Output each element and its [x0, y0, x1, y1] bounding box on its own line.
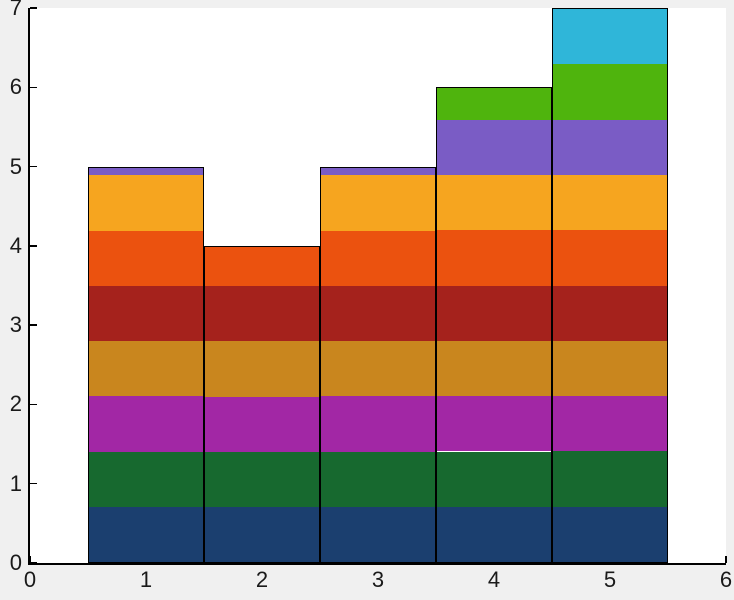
bar-segment-series-7-amber — [89, 175, 203, 231]
bar-segment-series-9-brightgreen — [437, 88, 551, 120]
plot-area — [28, 7, 727, 565]
x-tick-label: 0 — [23, 567, 37, 592]
x-tick-label: 3 — [371, 567, 385, 592]
bar-segment-series-1-navy — [437, 506, 551, 562]
bar-segment-series-4-ochre — [321, 341, 435, 397]
bar-segment-series-2-darkgreen — [437, 451, 551, 507]
bar-segment-series-6-orangered — [205, 246, 319, 287]
bar-segment-series-5-brickred — [89, 285, 203, 342]
x-tick-label: 2 — [255, 567, 269, 592]
y-tick-label: 7 — [9, 0, 22, 20]
y-tick — [30, 165, 37, 168]
bar-segment-series-4-ochre — [553, 340, 667, 397]
y-tick-label: 4 — [9, 232, 22, 258]
bar-segment-series-5-brickred — [205, 286, 319, 342]
bar-segment-series-5-brickred — [553, 285, 667, 341]
bar-segment-series-3-magenta — [205, 396, 319, 452]
y-tick-label: 1 — [9, 470, 22, 496]
bar-segment-series-7-amber — [321, 175, 435, 231]
bar-segment-series-4-ochre — [89, 341, 203, 397]
y-tick — [30, 403, 37, 406]
y-tick-label: 2 — [9, 391, 22, 417]
bar-segment-series-1-navy — [89, 506, 203, 562]
bar-segment-series-3-magenta — [321, 396, 435, 452]
y-tick — [30, 324, 37, 326]
y-tick — [30, 7, 37, 9]
bar-segment-series-8-purple — [321, 167, 435, 176]
y-tick-label: 0 — [9, 550, 22, 575]
bar-segment-series-8-purple — [89, 167, 203, 176]
bar-x1 — [88, 166, 204, 563]
x-tick-label: 6 — [719, 567, 733, 592]
bar-segment-series-10-cyan — [553, 9, 667, 65]
y-tick — [30, 245, 37, 247]
y-tick-label: 6 — [9, 74, 22, 100]
bar-segment-series-5-brickred — [437, 285, 551, 341]
bar-segment-series-7-amber — [437, 175, 551, 231]
bar-segment-series-9-brightgreen — [553, 64, 667, 120]
x-axis — [28, 563, 726, 565]
bar-segment-series-6-orangered — [437, 230, 551, 286]
bar-segment-series-8-purple — [553, 119, 667, 175]
bar-x4 — [436, 87, 552, 563]
x-tick-label: 4 — [487, 567, 501, 592]
y-tick-label: 5 — [9, 153, 22, 179]
x-tick — [29, 556, 31, 563]
y-tick-label: 3 — [9, 312, 22, 338]
bar-segment-series-1-navy — [553, 506, 667, 562]
bar-segment-series-2-darkgreen — [321, 451, 435, 507]
bar-segment-series-3-magenta — [89, 396, 203, 452]
bar-segment-series-6-orangered — [89, 230, 203, 286]
y-tick — [30, 562, 37, 564]
bar-segment-series-8-purple — [437, 119, 551, 176]
bar-x2 — [204, 245, 320, 563]
x-tick-label: 1 — [139, 567, 153, 592]
bar-segment-series-5-brickred — [321, 285, 435, 342]
bar-segment-series-7-amber — [553, 174, 667, 231]
bar-segment-series-2-darkgreen — [89, 451, 203, 507]
y-tick — [30, 482, 37, 485]
bar-segment-series-4-ochre — [205, 341, 319, 397]
x-tick — [725, 556, 727, 563]
bar-x3 — [320, 166, 436, 563]
bar-segment-series-2-darkgreen — [553, 451, 667, 507]
bar-segment-series-1-navy — [205, 506, 319, 562]
bar-segment-series-1-navy — [321, 506, 435, 562]
bar-segment-series-4-ochre — [437, 340, 551, 397]
x-tick-label: 5 — [603, 567, 617, 592]
bar-segment-series-2-darkgreen — [205, 451, 319, 507]
y-axis — [28, 8, 30, 565]
bar-segment-series-3-magenta — [437, 396, 551, 452]
bar-segment-series-6-orangered — [553, 230, 667, 286]
bar-segment-series-3-magenta — [553, 396, 667, 452]
bar-segment-series-6-orangered — [321, 230, 435, 286]
bar-x5 — [552, 8, 668, 563]
y-tick — [30, 86, 37, 89]
